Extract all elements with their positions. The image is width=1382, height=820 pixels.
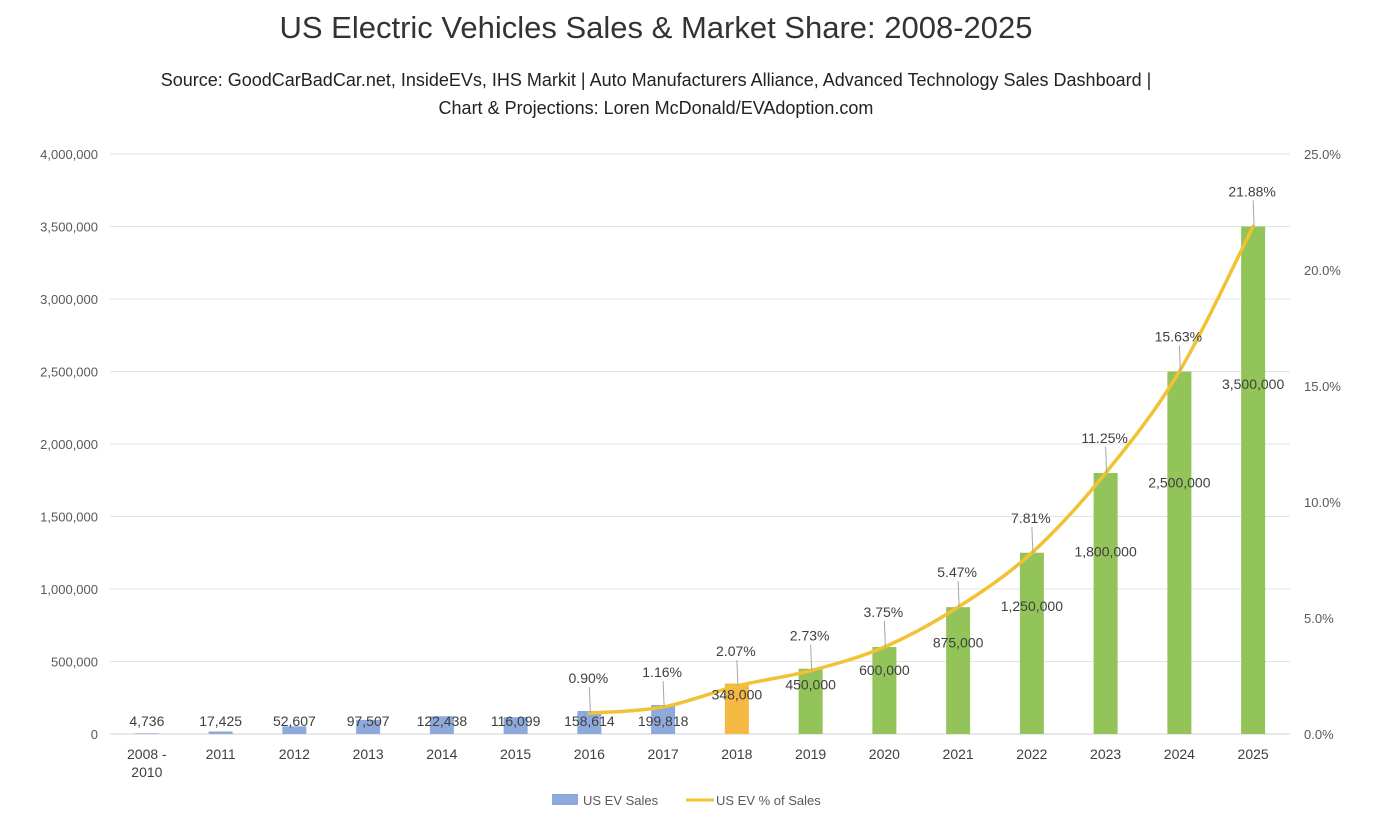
x-tick-label: 2020 <box>869 746 900 762</box>
legend-swatch-sales <box>552 794 578 805</box>
leader-line <box>1031 526 1034 553</box>
chart-subtitle-line-1: Source: GoodCarBadCar.net, InsideEVs, IH… <box>160 70 1152 90</box>
y-left-tick-label: 4,000,000 <box>40 147 98 162</box>
leader-line <box>1105 446 1108 474</box>
x-tick-label: 2008 -2010 <box>127 746 167 780</box>
bar-value-label: 450,000 <box>785 677 836 693</box>
x-tick-label: 2022 <box>1016 746 1047 762</box>
leader-line <box>810 644 813 671</box>
y-left-tick-label: 1,000,000 <box>40 582 98 597</box>
x-tick-label: 2019 <box>795 746 826 762</box>
bar-1 <box>134 733 159 734</box>
chart-subtitle-line-2: Chart & Projections: Loren McDonald/EVAd… <box>438 98 874 118</box>
bar-13 <box>1019 552 1044 734</box>
legend-label-sales: US EV Sales <box>583 793 659 808</box>
bar-4 <box>356 719 381 734</box>
bar-value-label: 116,099 <box>491 713 541 729</box>
leader-line <box>883 620 886 648</box>
bar-value-label: 122,438 <box>417 713 468 729</box>
y-left-tick-label: 500,000 <box>51 655 98 670</box>
y-right-tick-label: 0.0% <box>1304 727 1334 742</box>
bar-5 <box>429 716 454 734</box>
bar-14 <box>1093 473 1118 734</box>
bar-value-label: 17,425 <box>199 713 242 729</box>
x-tick-label: 2018 <box>721 746 752 762</box>
bar-6 <box>503 717 528 734</box>
percent-value-label: 7.81% <box>1011 510 1051 526</box>
percent-value-label: 3.75% <box>864 604 904 620</box>
percent-value-label: 0.90% <box>569 670 609 686</box>
bar-9 <box>724 683 749 734</box>
x-tick-label: 2011 <box>206 746 236 762</box>
y-right-tick-label: 20.0% <box>1304 263 1341 278</box>
x-tick-label: 2023 <box>1090 746 1121 762</box>
x-tick-label: 2013 <box>353 746 384 762</box>
percent-value-label: 2.07% <box>716 643 756 659</box>
chart-title: US Electric Vehicles Sales & Market Shar… <box>279 10 1033 45</box>
leader-line <box>588 687 591 714</box>
percent-value-label: 11.25% <box>1081 430 1127 446</box>
leader-line <box>1252 200 1255 227</box>
x-tick-label: 2024 <box>1164 746 1195 762</box>
bar-value-label: 348,000 <box>712 687 763 703</box>
x-tick-label: 2016 <box>574 746 605 762</box>
y-left-tick-label: 1,500,000 <box>40 510 98 525</box>
bar-10 <box>798 668 823 734</box>
y-left-tick-label: 3,500,000 <box>40 220 98 235</box>
y-left-tick-label: 0 <box>91 727 98 742</box>
y-left-tick-label: 2,000,000 <box>40 437 98 452</box>
percent-value-label: 5.47% <box>937 564 977 580</box>
percent-value-label: 2.73% <box>790 628 830 644</box>
bar-11 <box>872 647 897 734</box>
y-right-tick-label: 5.0% <box>1304 611 1334 626</box>
bar-value-label: 52,607 <box>273 713 316 729</box>
bar-value-label: 875,000 <box>933 635 984 651</box>
bar-value-label: 600,000 <box>859 662 910 678</box>
percent-value-label: 15.63% <box>1155 328 1202 344</box>
bar-value-label: 97,507 <box>347 713 390 729</box>
x-tick-label: 2017 <box>648 746 679 762</box>
bar-value-label: 158,614 <box>564 713 615 729</box>
market-share-line <box>587 224 1255 715</box>
bar-value-label: 1,250,000 <box>1001 598 1063 614</box>
y-right-tick-label: 10.0% <box>1304 495 1341 510</box>
bar-value-label: 3,500,000 <box>1222 376 1284 392</box>
leader-line <box>662 681 665 708</box>
bar-value-label: 199,818 <box>638 713 689 729</box>
bar-7 <box>577 711 602 734</box>
leader-line <box>1178 345 1181 372</box>
bar-3 <box>282 726 307 734</box>
bar-15 <box>1167 371 1192 734</box>
y-right-tick-label: 25.0% <box>1304 147 1341 162</box>
percent-value-label: 1.16% <box>642 664 682 680</box>
leader-line <box>957 581 960 608</box>
bar-16 <box>1241 226 1266 734</box>
y-left-tick-label: 2,500,000 <box>40 365 98 380</box>
x-tick-label: 2025 <box>1238 746 1269 762</box>
percent-value-label: 21.88% <box>1228 183 1275 199</box>
bar-value-label: 2,500,000 <box>1148 475 1210 491</box>
y-left-tick-label: 3,000,000 <box>40 292 98 307</box>
x-tick-label: 2015 <box>500 746 531 762</box>
bar-value-label: 1,800,000 <box>1074 544 1136 560</box>
x-tick-label: 2012 <box>279 746 310 762</box>
bar-value-label: 4,736 <box>129 713 164 729</box>
y-right-tick-label: 15.0% <box>1304 379 1341 394</box>
leader-line <box>736 659 739 686</box>
legend-label-share: US EV % of Sales <box>716 793 821 808</box>
bar-12 <box>946 607 971 734</box>
x-tick-label: 2021 <box>943 746 974 762</box>
bar-2 <box>208 731 233 734</box>
x-tick-label: 2014 <box>426 746 457 762</box>
